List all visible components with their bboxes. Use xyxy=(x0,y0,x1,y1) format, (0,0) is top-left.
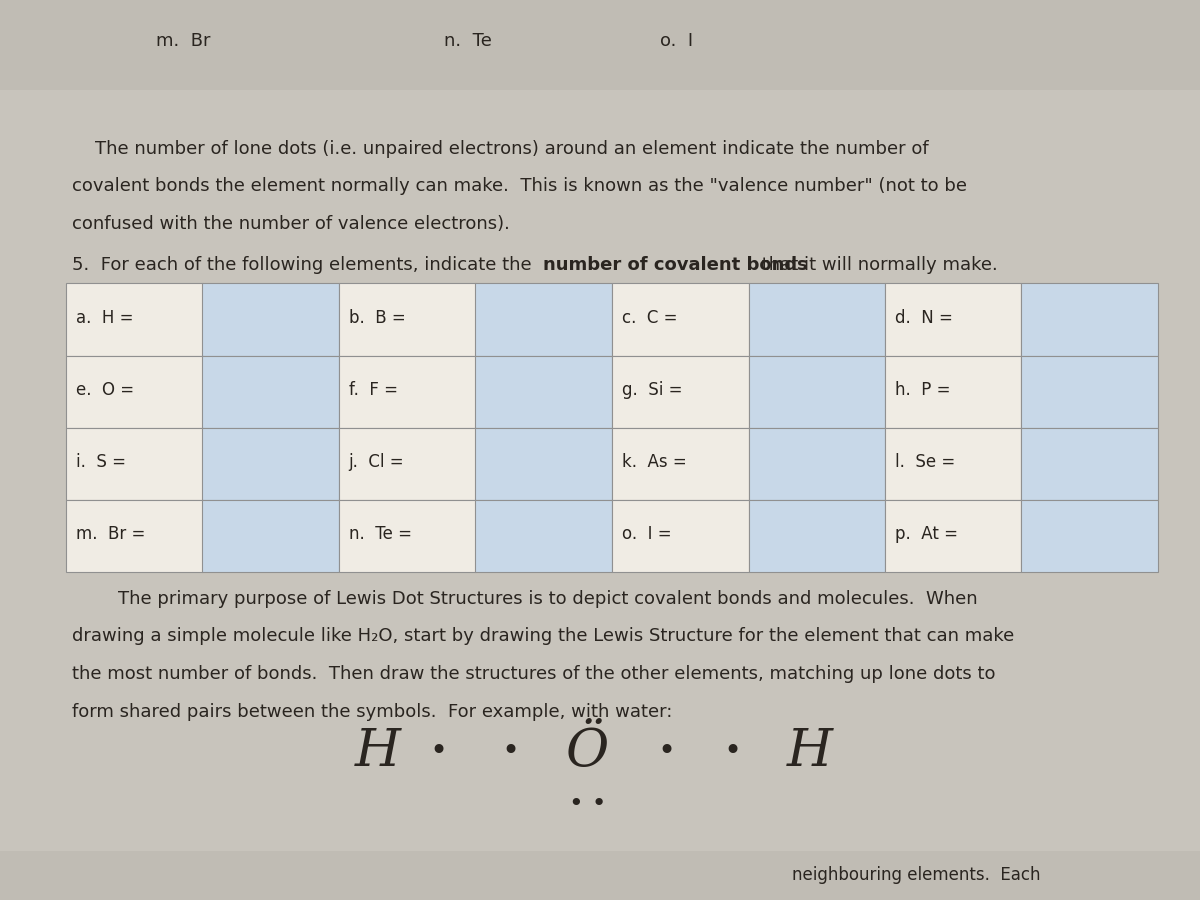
Text: •: • xyxy=(428,737,448,766)
Text: m.  Br =: m. Br = xyxy=(76,525,145,543)
Text: Ö: Ö xyxy=(566,726,610,777)
Text: number of covalent bonds: number of covalent bonds xyxy=(542,256,808,274)
Text: n.  Te: n. Te xyxy=(444,32,492,50)
Bar xyxy=(203,500,340,572)
Bar xyxy=(338,356,475,427)
Bar xyxy=(1021,428,1158,500)
Text: •: • xyxy=(656,737,676,766)
Text: H: H xyxy=(787,726,833,777)
Text: covalent bonds the element normally can make.  This is known as the "valence num: covalent bonds the element normally can … xyxy=(72,177,967,195)
Bar xyxy=(338,284,475,356)
Text: 5.  For each of the following elements, indicate the: 5. For each of the following elements, i… xyxy=(72,256,538,274)
Bar xyxy=(0,0,1200,90)
Text: The primary purpose of Lewis Dot Structures is to depict covalent bonds and mole: The primary purpose of Lewis Dot Structu… xyxy=(72,590,978,608)
Text: neighbouring elements.  Each: neighbouring elements. Each xyxy=(792,866,1040,884)
Bar xyxy=(1021,284,1158,356)
Bar xyxy=(66,500,203,572)
Bar xyxy=(612,500,749,572)
Bar xyxy=(338,500,475,572)
Text: drawing a simple molecule like H₂O, start by drawing the Lewis Structure for the: drawing a simple molecule like H₂O, star… xyxy=(72,627,1014,645)
Bar xyxy=(1021,356,1158,427)
Bar xyxy=(1021,500,1158,572)
Bar xyxy=(66,356,203,427)
Text: c.  C =: c. C = xyxy=(622,309,677,327)
Text: confused with the number of valence electrons).: confused with the number of valence elec… xyxy=(72,215,510,233)
Bar xyxy=(475,284,612,356)
Text: that it will normally make.: that it will normally make. xyxy=(756,256,997,274)
Text: The number of lone dots (i.e. unpaired electrons) around an element indicate the: The number of lone dots (i.e. unpaired e… xyxy=(72,140,929,158)
Bar xyxy=(749,284,886,356)
Text: d.  N =: d. N = xyxy=(894,309,953,327)
Bar xyxy=(203,428,340,500)
Text: o.  I =: o. I = xyxy=(622,525,671,543)
Bar xyxy=(475,428,612,500)
Bar xyxy=(749,356,886,427)
Bar xyxy=(66,428,203,500)
Text: i.  S =: i. S = xyxy=(76,453,126,471)
Text: the most number of bonds.  Then draw the structures of the other elements, match: the most number of bonds. Then draw the … xyxy=(72,665,996,683)
Text: •: • xyxy=(722,737,742,766)
Text: b.  B =: b. B = xyxy=(348,309,406,327)
Text: h.  P =: h. P = xyxy=(894,381,950,399)
Text: f.  F =: f. F = xyxy=(348,381,397,399)
Bar xyxy=(884,356,1021,427)
Text: e.  O =: e. O = xyxy=(76,381,133,399)
Bar xyxy=(749,428,886,500)
Bar xyxy=(203,284,340,356)
Bar xyxy=(749,500,886,572)
Bar xyxy=(884,428,1021,500)
Text: k.  As =: k. As = xyxy=(622,453,686,471)
Bar xyxy=(612,356,749,427)
Bar xyxy=(338,428,475,500)
Text: H: H xyxy=(355,726,401,777)
Text: j.  Cl =: j. Cl = xyxy=(348,453,404,471)
Bar xyxy=(884,284,1021,356)
Bar xyxy=(0,850,1200,900)
Text: p.  At =: p. At = xyxy=(894,525,958,543)
Bar xyxy=(612,284,749,356)
Bar xyxy=(612,428,749,500)
Bar xyxy=(475,500,612,572)
Text: l.  Se =: l. Se = xyxy=(894,453,955,471)
Bar xyxy=(475,356,612,427)
Text: • •: • • xyxy=(569,792,607,815)
Text: •: • xyxy=(500,737,520,766)
Bar xyxy=(203,356,340,427)
Text: o.  I: o. I xyxy=(660,32,694,50)
Bar xyxy=(884,500,1021,572)
Bar xyxy=(66,284,203,356)
Text: form shared pairs between the symbols.  For example, with water:: form shared pairs between the symbols. F… xyxy=(72,703,672,721)
Text: a.  H =: a. H = xyxy=(76,309,133,327)
Text: n.  Te =: n. Te = xyxy=(348,525,412,543)
Text: m.  Br: m. Br xyxy=(156,32,210,50)
Text: g.  Si =: g. Si = xyxy=(622,381,682,399)
